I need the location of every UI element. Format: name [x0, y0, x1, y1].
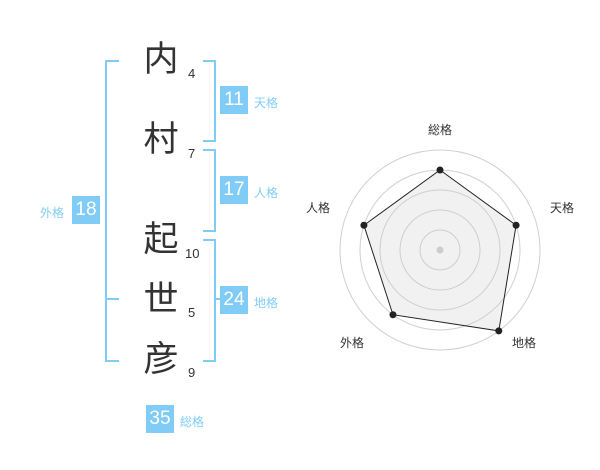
- radar-ring: [339, 149, 541, 351]
- gaikaku-label: 外格: [40, 206, 65, 220]
- stroke-count: 7: [188, 146, 196, 161]
- tenkaku-bracket: [203, 60, 216, 142]
- tenkaku-label: 天格: [254, 96, 279, 110]
- radar-point: [512, 221, 520, 229]
- chikaku-bracket-tick: [214, 298, 220, 300]
- radar-ring: [379, 189, 501, 311]
- axis-label: 地格: [512, 335, 536, 350]
- stroke-count: 10: [185, 246, 200, 261]
- stroke-count: 5: [188, 305, 196, 320]
- jinkaku-label: 人格: [254, 186, 279, 200]
- gaikaku-bracket: [105, 60, 119, 362]
- chikaku-value: 24: [220, 286, 248, 314]
- axis-label: 人格: [306, 200, 330, 215]
- gaikaku-bracket-tick: [105, 298, 119, 300]
- radar-point: [389, 311, 397, 319]
- radar-center-dot: [436, 246, 444, 254]
- chikaku-bracket: [203, 239, 216, 362]
- stroke-count: 4: [188, 66, 196, 81]
- soukaku-label: 総格: [180, 415, 205, 429]
- name-char: 彦: [143, 340, 179, 380]
- name-char: 起: [143, 220, 179, 260]
- axis-label: 総格: [428, 122, 452, 137]
- jinkaku-value: 17: [220, 176, 248, 204]
- jinkaku-bracket: [203, 149, 216, 232]
- name-char: 内: [143, 40, 179, 80]
- chikaku-label: 地格: [254, 296, 279, 310]
- radar-point: [360, 221, 368, 229]
- axis-label: 天格: [550, 200, 574, 215]
- radar-point: [436, 166, 444, 174]
- gaikaku-value: 18: [72, 196, 100, 224]
- axis-label: 外格: [340, 335, 364, 350]
- tenkaku-value: 11: [220, 86, 248, 114]
- stroke-count: 9: [188, 365, 196, 380]
- radar-point: [495, 327, 503, 335]
- radar-ring: [419, 229, 461, 271]
- soukaku-value: 35: [146, 405, 174, 433]
- name-char: 世: [143, 280, 179, 320]
- name-char: 村: [143, 120, 179, 160]
- radar-ring: [399, 209, 481, 291]
